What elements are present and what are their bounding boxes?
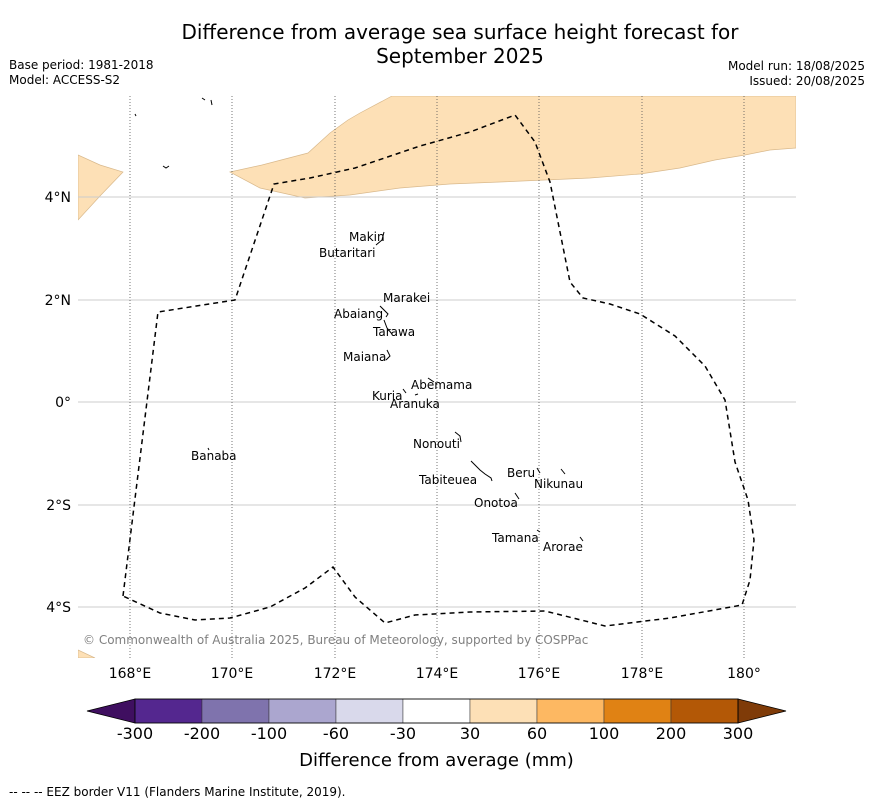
island-label-beru: Beru [507, 466, 535, 480]
positive-anomaly-region-north [228, 96, 796, 199]
colorbar-segment [603, 698, 672, 724]
island-label-tamana: Tamana [491, 531, 539, 545]
island-label-nonouti: Nonouti [413, 437, 460, 451]
colorbar [86, 698, 787, 724]
colorbar-segment [670, 698, 739, 724]
copyright-notice: © Commonwealth of Australia 2025, Bureau… [83, 633, 588, 647]
colorbar-segment [134, 698, 203, 724]
base-period: Base period: 1981-2018 [9, 58, 154, 72]
island-label-marakei: Marakei [383, 291, 430, 305]
longitude-labels: 168°E 170°E 172°E 174°E 176°E 178°E 180° [109, 666, 761, 682]
colorbar-segment [536, 698, 605, 724]
island-label-makin: Makin [349, 230, 385, 244]
colorbar-segment [402, 698, 471, 724]
colorbar-tick-label: -60 [322, 724, 350, 743]
lon-label-178e: 178°E [621, 666, 664, 682]
lon-label-180: 180° [727, 666, 761, 682]
title-line-2: September 2025 [376, 44, 544, 68]
colorbar-tick-label: 30 [459, 724, 481, 743]
lon-label-170e: 170°E [211, 666, 254, 682]
lat-label-4s: 4°S [46, 600, 71, 616]
lon-label-176e: 176°E [518, 666, 561, 682]
model-name: Model: ACCESS-S2 [9, 73, 121, 87]
lat-label-0: 0° [55, 395, 71, 411]
colorbar-tick-label: -200 [183, 724, 221, 743]
colorbar-tick-label: -100 [250, 724, 288, 743]
colorbar-tick-label: -30 [389, 724, 417, 743]
island-label-onotoa: Onotoa [474, 496, 518, 510]
colorbar-tick-label: -300 [116, 724, 154, 743]
island-label-nikunau: Nikunau [534, 477, 583, 491]
colorbar-tick-label: 100 [588, 724, 620, 743]
model-run: Model run: 18/08/2025 [727, 59, 865, 73]
lat-label-2s: 2°S [46, 498, 71, 514]
island-label-arorae: Arorae [543, 540, 583, 554]
colorbar-segment [201, 698, 270, 724]
coastline-marks [134, 97, 584, 542]
latitude-labels: 4°N 2°N 0° 2°S 4°S [45, 190, 72, 616]
colorbar-extend-high [737, 698, 787, 724]
island-label-aranuka: Aranuka [390, 397, 440, 411]
island-label-tabiteuea: Tabiteuea [418, 473, 477, 487]
lat-label-2n: 2°N [45, 293, 71, 309]
lon-label-174e: 174°E [416, 666, 459, 682]
eez-border [122, 114, 755, 627]
colorbar-tick-label: 300 [722, 724, 754, 743]
colorbar-outline [134, 698, 739, 724]
title-line-1: Difference from average sea surface heig… [181, 20, 739, 44]
positive-anomaly-region-west [78, 154, 124, 221]
lon-label-168e: 168°E [109, 666, 152, 682]
colorbar-tick-label: 60 [526, 724, 548, 743]
island-label-abemama: Abemama [411, 378, 472, 392]
island-label-abaiang: Abaiang [334, 307, 383, 321]
eez-footnote: -- -- -- EEZ border V11 (Flanders Marine… [9, 785, 346, 799]
lon-label-172e: 172°E [314, 666, 357, 682]
meta-right: Model run: 18/08/2025 Issued: 20/08/2025 [728, 59, 865, 89]
issued-date: Issued: 20/08/2025 [749, 74, 865, 88]
colorbar-segment [268, 698, 337, 724]
colorbar-extend-low [86, 698, 136, 724]
colorbar-title: Difference from average (mm) [299, 750, 574, 771]
colorbar-segment [335, 698, 404, 724]
island-labels: Makin Butaritari Marakei Abaiang Tarawa … [191, 230, 583, 554]
island-label-kuria: Kuria [372, 389, 403, 403]
positive-anomaly-region-southwest [78, 649, 96, 658]
colorbar-segment [469, 698, 538, 724]
meta-left: Base period: 1981-2018 Model: ACCESS-S2 [9, 58, 154, 88]
island-label-banaba: Banaba [191, 449, 237, 463]
colorbar-tick-label: 200 [655, 724, 687, 743]
island-label-maiana: Maiana [343, 350, 386, 364]
island-label-tarawa: Tarawa [372, 325, 415, 339]
island-label-butaritari: Butaritari [319, 246, 376, 260]
longitude-gridlines [129, 96, 745, 658]
map-area: Makin Butaritari Marakei Abaiang Tarawa … [78, 96, 796, 658]
chart-title: Difference from average sea surface heig… [150, 20, 770, 68]
lat-label-4n: 4°N [45, 190, 71, 206]
